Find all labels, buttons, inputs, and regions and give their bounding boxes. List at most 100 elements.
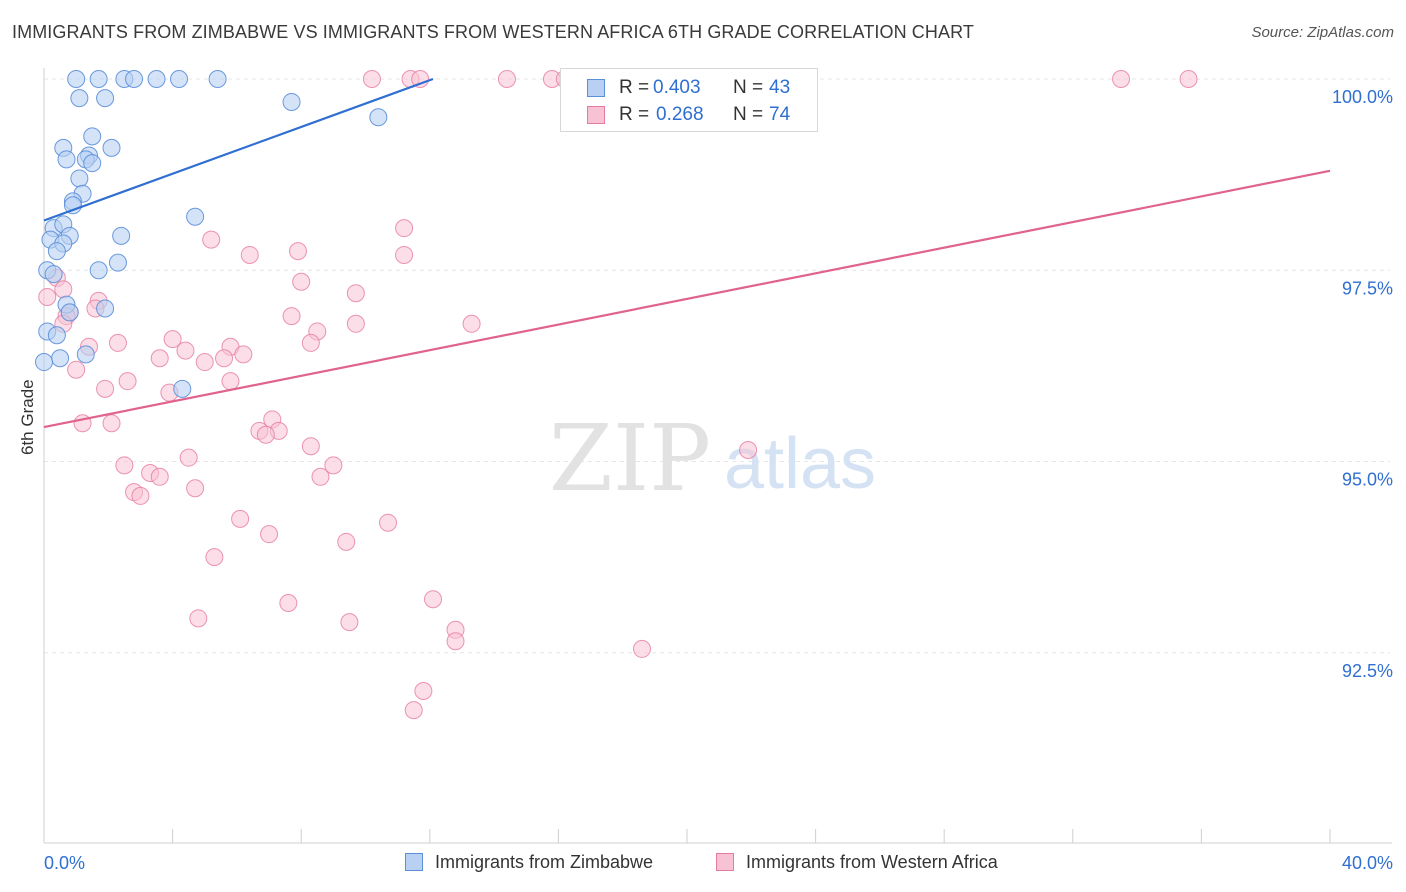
source-label: Source: ZipAtlas.com (1251, 24, 1394, 41)
zimbabwe-point (112, 226, 131, 245)
zimbabwe-point (369, 108, 388, 127)
chart-title: IMMIGRANTS FROM ZIMBABWE VS IMMIGRANTS F… (12, 22, 974, 42)
western-africa-point (279, 594, 298, 613)
western-africa-point (301, 437, 320, 456)
zimbabwe-point (67, 70, 86, 88)
western-africa-point (404, 701, 423, 720)
zimbabwe-point (282, 92, 301, 111)
western-africa-point (1179, 70, 1198, 88)
western-africa-r-value: 0.268 (656, 104, 704, 125)
western-africa-point (102, 414, 121, 433)
western-africa-point (395, 245, 414, 264)
western-africa-point (221, 372, 240, 391)
x-tick-label-min: 0.0% (44, 853, 85, 873)
western-africa-point (1112, 70, 1131, 88)
western-africa-point (240, 245, 259, 264)
zimbabwe-point (89, 70, 108, 88)
n-label: N = (733, 77, 764, 98)
western-africa-point (215, 349, 234, 368)
western-africa-point (205, 548, 224, 567)
western-africa-point (362, 70, 381, 88)
western-africa-point (446, 632, 465, 651)
western-africa-point (54, 280, 73, 299)
western-africa-point (462, 314, 481, 333)
western-africa-point (288, 242, 307, 261)
western-africa-point (118, 372, 137, 391)
zimbabwe-point (47, 326, 66, 345)
western-africa-point (179, 448, 198, 467)
zimbabwe-point (57, 150, 76, 169)
western-africa-point (340, 613, 359, 632)
western-africa-point (324, 456, 343, 475)
western-africa-point (176, 341, 195, 360)
western-africa-point (256, 425, 275, 444)
zimbabwe-point (170, 70, 189, 88)
watermark-zip: ZIP (549, 405, 711, 512)
zimbabwe-point (35, 353, 53, 372)
zimbabwe-point (44, 265, 63, 284)
western-africa-point (379, 513, 398, 532)
western-africa-point (150, 349, 169, 368)
western-africa-point (346, 314, 365, 333)
y-tick-label: 92.5% (1342, 661, 1393, 681)
r-label: R = (619, 104, 650, 125)
zimbabwe-point (70, 169, 89, 188)
western-africa-n-value: 74 (769, 104, 791, 125)
western-africa-point (150, 467, 169, 486)
zimbabwe-point (47, 242, 66, 261)
western-africa-point (38, 288, 57, 307)
western-africa-point (739, 441, 758, 460)
zimbabwe-point (89, 261, 108, 280)
y-tick-label: 100.0% (1332, 87, 1393, 107)
western-africa-point (282, 307, 301, 326)
western-africa-point (189, 609, 208, 628)
zimbabwe-point (186, 207, 205, 226)
western-africa-point (311, 467, 330, 486)
bottom-legend-zimbabwe: Immigrants from Zimbabwe (405, 852, 653, 873)
gridlines (44, 78, 1390, 654)
western-africa-point (186, 479, 205, 498)
western-africa-point (497, 70, 516, 88)
western-africa-point (67, 360, 86, 379)
y-tick-label: 95.0% (1342, 470, 1393, 490)
zimbabwe-legend-swatch (405, 853, 423, 871)
zimbabwe-point (173, 379, 192, 398)
zimbabwe-point (102, 138, 121, 157)
western-africa-swatch (587, 106, 605, 124)
western-africa-point (234, 345, 253, 364)
r-label: R = (619, 77, 650, 98)
western-africa-point (195, 353, 214, 372)
zimbabwe-point (83, 127, 102, 146)
western-africa-point (632, 639, 651, 658)
western-africa-point (202, 230, 221, 249)
n-label: N = (733, 104, 764, 125)
zimbabwe-n-value: 43 (769, 77, 791, 98)
zimbabwe-point (125, 70, 144, 88)
bottom-legend-western-africa: Immigrants from Western Africa (716, 852, 998, 873)
western-africa-trendline (43, 169, 1331, 429)
western-africa-point (131, 486, 150, 505)
western-africa-points (38, 70, 1198, 720)
zimbabwe-point (108, 253, 127, 272)
western-africa-point (260, 525, 279, 544)
western-africa-point (96, 379, 115, 398)
zimbabwe-point (147, 70, 166, 88)
zimbabwe-trendline (43, 77, 434, 222)
zimbabwe-points (35, 70, 388, 398)
western-africa-point (424, 590, 443, 609)
trendlines (43, 77, 1331, 429)
western-africa-legend-swatch (716, 853, 734, 871)
zimbabwe-point (76, 345, 95, 364)
y-axis-label: 6th Grade (18, 379, 37, 455)
zimbabwe-point (83, 154, 102, 173)
y-tick-label: 97.5% (1342, 278, 1393, 298)
zimbabwe-r-value: 0.403 (653, 77, 701, 98)
western-africa-point (292, 272, 311, 291)
zimbabwe-point (51, 349, 70, 368)
western-africa-point (115, 456, 134, 475)
zimbabwe-point (96, 89, 115, 108)
tick-labels: 100.0% 97.5% 95.0% 92.5% 0.0% 40.0% (44, 87, 1393, 873)
watermark-atlas: atlas (724, 424, 876, 504)
x-tick-label-max: 40.0% (1342, 853, 1393, 873)
